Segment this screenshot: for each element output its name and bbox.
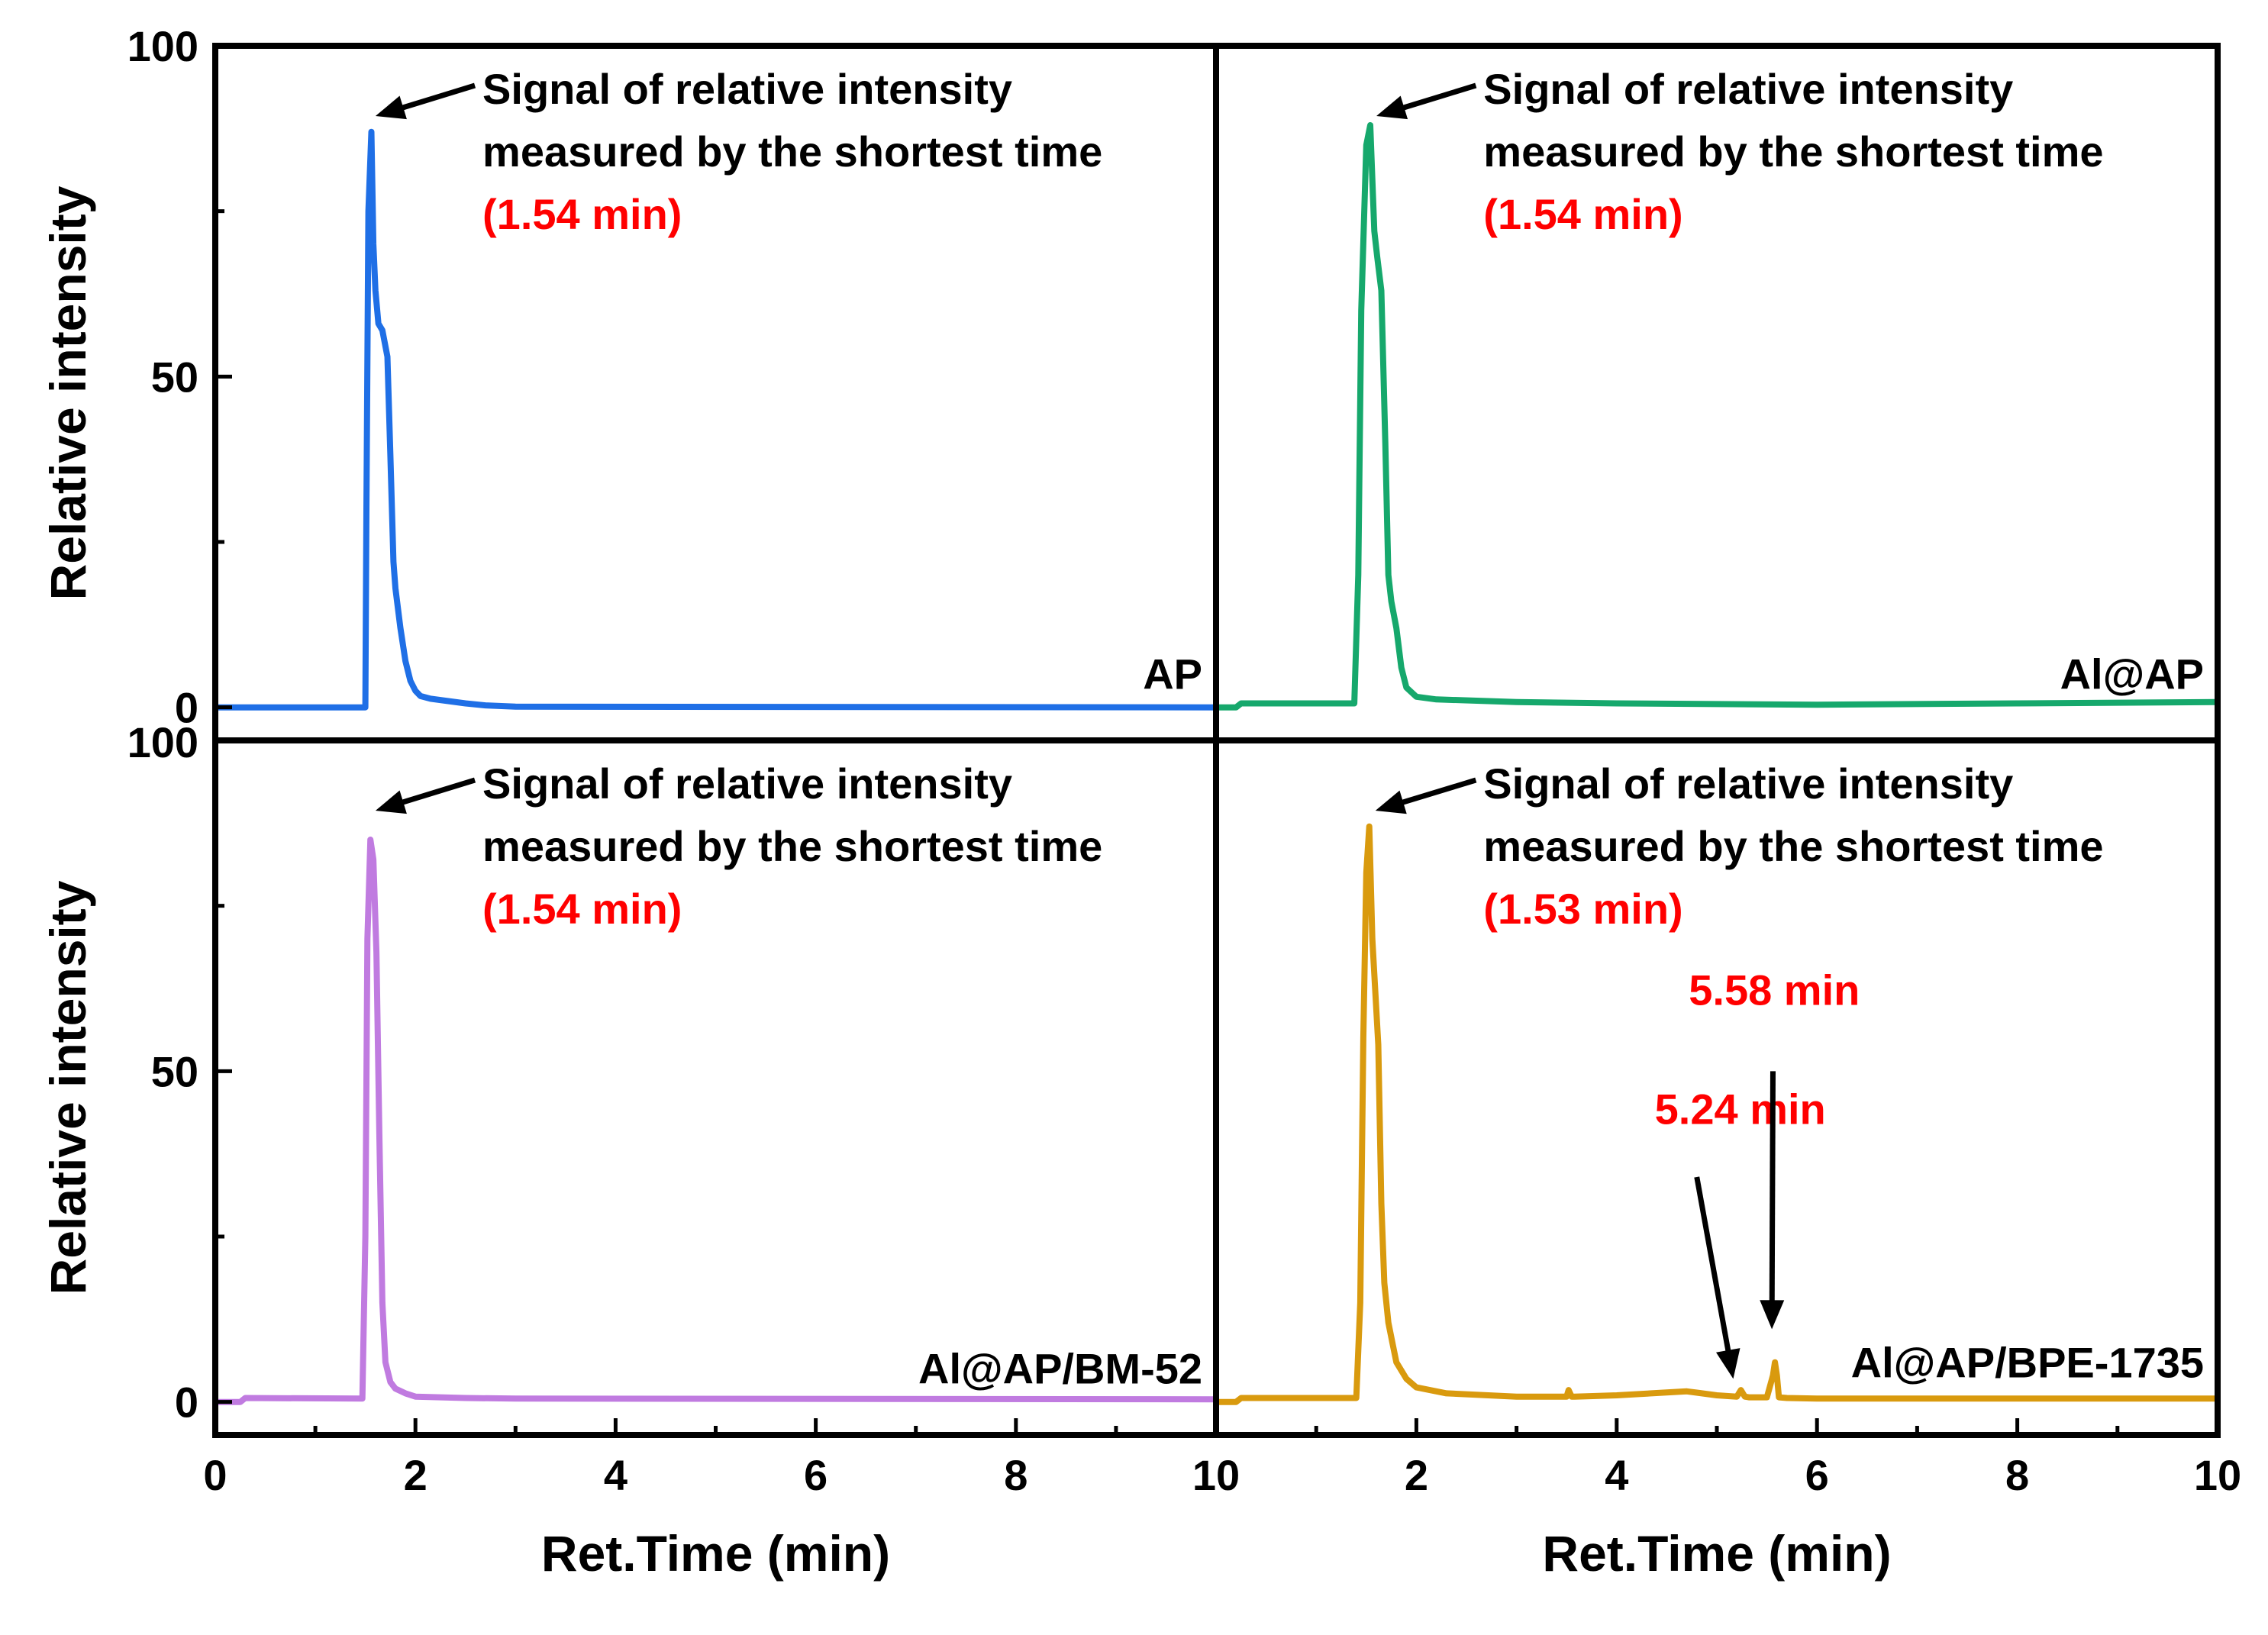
annotation-peak-time-al-ap: (1.54 min) — [1483, 190, 1682, 238]
x-tick-label-p2-2: 2 — [404, 1451, 427, 1499]
series-line-al-ap-bm-52 — [212, 837, 1219, 1405]
minor-peak-arrow-5-58-shaft — [1769, 1071, 1776, 1304]
annotation-line1-al-ap-bpe-1735: Signal of relative intensity — [1483, 759, 2013, 808]
peak-arrow-al-ap-bm-52-head — [375, 790, 407, 814]
minor-peak-arrow-5-24-head — [1715, 1348, 1741, 1379]
annotation-peak-time-ap: (1.54 min) — [482, 190, 682, 238]
x-tick-label-p2-8: 8 — [1004, 1451, 1028, 1499]
peak-arrow-al-ap-bm-52 — [375, 777, 476, 814]
annotation-line2-ap: measured by the shortest time — [482, 127, 1102, 176]
x-tick-label-p3-4: 4 — [1605, 1451, 1628, 1499]
annotation-line2-al-ap-bm-52: measured by the shortest time — [482, 822, 1102, 870]
annotation-peak-time-al-ap-bpe-1735: (1.53 min) — [1483, 885, 1682, 933]
minor-peak-arrow-5-58-head — [1760, 1300, 1785, 1330]
peak-arrow-al-ap-shaft — [1400, 82, 1477, 111]
x-tick-label-p3-8: 8 — [2005, 1451, 2029, 1499]
y-axis-title-p0: Relative intensity — [40, 185, 96, 600]
x-tick-label-p2-6: 6 — [804, 1451, 828, 1499]
peak-arrow-ap-shaft — [399, 82, 476, 111]
sample-label-al-ap: Al@AP — [2060, 650, 2204, 698]
frame-layer — [212, 43, 2221, 1438]
y-tick-label-p2-0: 0 — [175, 1379, 198, 1427]
x-axis-title-p2: Ret.Time (min) — [541, 1525, 890, 1582]
minor-peak-label-5-24: 5.24 min — [1655, 1085, 1826, 1134]
annotation-line2-al-ap: measured by the shortest time — [1483, 127, 2103, 176]
y-tick-label-p0-0: 0 — [175, 684, 198, 732]
x-tick-label-p2-0: 0 — [203, 1451, 227, 1499]
peak-arrow-al-ap-bpe-1735-head — [1375, 790, 1407, 814]
sample-label-al-ap-bm-52: Al@AP/BM-52 — [918, 1345, 1202, 1393]
x-tick-label-p3-2: 2 — [1405, 1451, 1428, 1499]
x-tick-label-p3-10: 10 — [2194, 1451, 2241, 1499]
peak-arrow-ap — [375, 82, 476, 120]
y-axis-title-p2: Relative intensity — [40, 880, 96, 1295]
x-axis-title-p3: Ret.Time (min) — [1542, 1525, 1891, 1582]
y-tick-label-p2-50: 50 — [151, 1047, 198, 1095]
annotation-line1-al-ap: Signal of relative intensity — [1483, 65, 2013, 113]
peak-arrow-al-ap-bm-52-shaft — [399, 777, 476, 806]
x-tick-label-p3-6: 6 — [1805, 1451, 1829, 1499]
series-line-ap — [212, 128, 1219, 711]
plot-layer — [212, 122, 2221, 1405]
y-tick-label-p0-50: 50 — [151, 353, 198, 401]
peak-arrow-al-ap-bpe-1735 — [1375, 777, 1477, 814]
sample-label-al-ap-bpe-1735: Al@AP/BPE-1735 — [1851, 1339, 2204, 1387]
sample-label-ap: AP — [1143, 650, 1202, 698]
x-tick-label-p2-10: 10 — [1192, 1451, 1240, 1499]
annotation-line1-al-ap-bm-52: Signal of relative intensity — [482, 759, 1012, 808]
x-tick-label-p2-4: 4 — [604, 1451, 627, 1499]
annotation-line1-ap: Signal of relative intensity — [482, 65, 1012, 113]
peak-arrow-al-ap — [1376, 82, 1477, 120]
peak-arrow-al-ap-bpe-1735-shaft — [1399, 777, 1477, 806]
y-tick-label-p0-100: 100 — [127, 22, 198, 70]
minor-peak-label-5-58: 5.58 min — [1689, 966, 1860, 1014]
annotation-peak-time-al-ap-bm-52: (1.54 min) — [482, 885, 682, 933]
minor-peak-arrow-5-58 — [1760, 1071, 1785, 1330]
peak-arrow-ap-head — [375, 95, 407, 120]
minor-peak-arrow-5-24 — [1694, 1176, 1741, 1379]
peak-arrow-al-ap-head — [1376, 95, 1408, 120]
annotation-line2-al-ap-bpe-1735: measured by the shortest time — [1483, 822, 2103, 870]
y-tick-label-p2-100: 100 — [127, 718, 198, 766]
series-line-al-ap — [1213, 122, 2221, 711]
text-layer: AP Signal of relative intensity measured b… — [40, 22, 2241, 1582]
minor-peak-arrow-5-24-shaft — [1694, 1176, 1731, 1354]
series-line-al-ap-bpe-1735 — [1213, 823, 2221, 1405]
